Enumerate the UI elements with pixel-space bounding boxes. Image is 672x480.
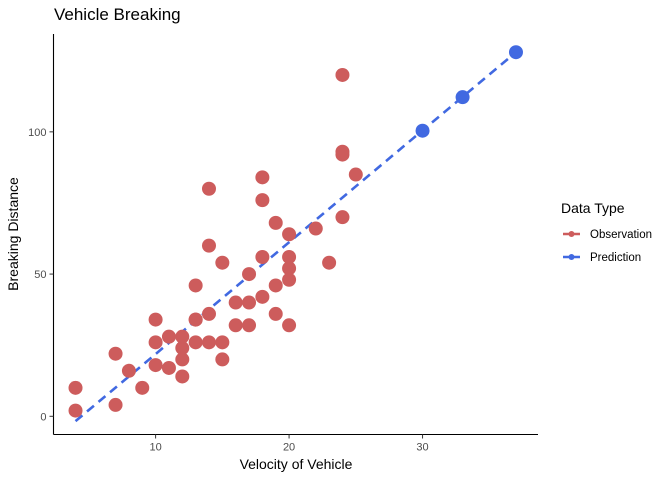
observation-point <box>175 352 190 367</box>
observation-point <box>161 360 176 375</box>
observation-point <box>242 267 257 282</box>
y-tick-label: 100 <box>28 127 46 139</box>
chart-title: Vehicle Breaking <box>54 5 181 24</box>
observation-point <box>268 278 283 293</box>
legend-label-observation: Observation <box>590 229 652 241</box>
observation-point <box>348 167 363 182</box>
observation-point <box>148 312 163 327</box>
x-tick-label: 10 <box>149 442 161 454</box>
observation-point <box>228 318 243 333</box>
observation-point <box>135 380 150 395</box>
x-tick-label: 30 <box>416 442 428 454</box>
observation-point <box>175 341 190 356</box>
observation-point <box>201 335 216 350</box>
observation-point <box>68 403 83 418</box>
observation-point <box>188 278 203 293</box>
prediction-trend-line <box>74 51 517 423</box>
observation-point <box>108 346 123 361</box>
y-axis-title: Breaking Distance <box>5 177 21 291</box>
observation-point <box>215 255 230 270</box>
legend-entry-prediction: Prediction <box>563 252 641 264</box>
observation-point <box>282 318 297 333</box>
observation-point <box>255 250 270 265</box>
observation-point <box>201 306 216 321</box>
observation-point <box>255 193 270 208</box>
prediction-point <box>415 123 430 138</box>
observation-point <box>161 329 176 344</box>
observation-point <box>282 261 297 276</box>
prediction-point <box>455 90 470 105</box>
observation-point <box>255 289 270 304</box>
observation-point <box>308 221 323 236</box>
prediction-point <box>508 45 523 60</box>
observation-point <box>268 215 283 230</box>
legend: Data Type Observation Prediction <box>561 200 652 264</box>
observation-point <box>335 67 350 82</box>
observation-point <box>175 329 190 344</box>
observation-point <box>108 397 123 412</box>
plot-area <box>68 45 523 423</box>
legend-key-point-observation <box>568 231 575 237</box>
observation-point <box>228 295 243 310</box>
x-axis-title: Velocity of Vehicle <box>240 456 353 472</box>
legend-title: Data Type <box>561 200 625 216</box>
y-tick-label: 50 <box>34 269 46 281</box>
x-tick-label: 20 <box>283 442 295 454</box>
observation-point <box>282 250 297 265</box>
observation-point <box>148 358 163 373</box>
legend-key-point-prediction <box>568 254 575 260</box>
observation-point <box>188 335 203 350</box>
observation-point <box>121 363 136 378</box>
y-tick-label: 0 <box>40 411 46 423</box>
observation-point <box>335 144 350 159</box>
legend-entry-observation: Observation <box>563 229 652 241</box>
observation-point <box>282 227 297 242</box>
observation-point <box>335 210 350 225</box>
observation-point <box>175 369 190 384</box>
observation-point <box>201 238 216 253</box>
observation-point <box>201 181 216 196</box>
observation-point <box>215 335 230 350</box>
observation-point <box>268 306 283 321</box>
observation-point <box>282 272 297 287</box>
observation-point <box>255 170 270 185</box>
observation-point <box>148 335 163 350</box>
observation-point <box>242 318 257 333</box>
observation-point <box>242 295 257 310</box>
observation-point <box>215 352 230 367</box>
axis-ticks: 10 20 30 0 50 100 <box>28 127 429 454</box>
observation-point <box>188 312 203 327</box>
legend-label-prediction: Prediction <box>590 252 641 264</box>
observation-point <box>322 255 337 270</box>
observation-point <box>68 380 83 395</box>
